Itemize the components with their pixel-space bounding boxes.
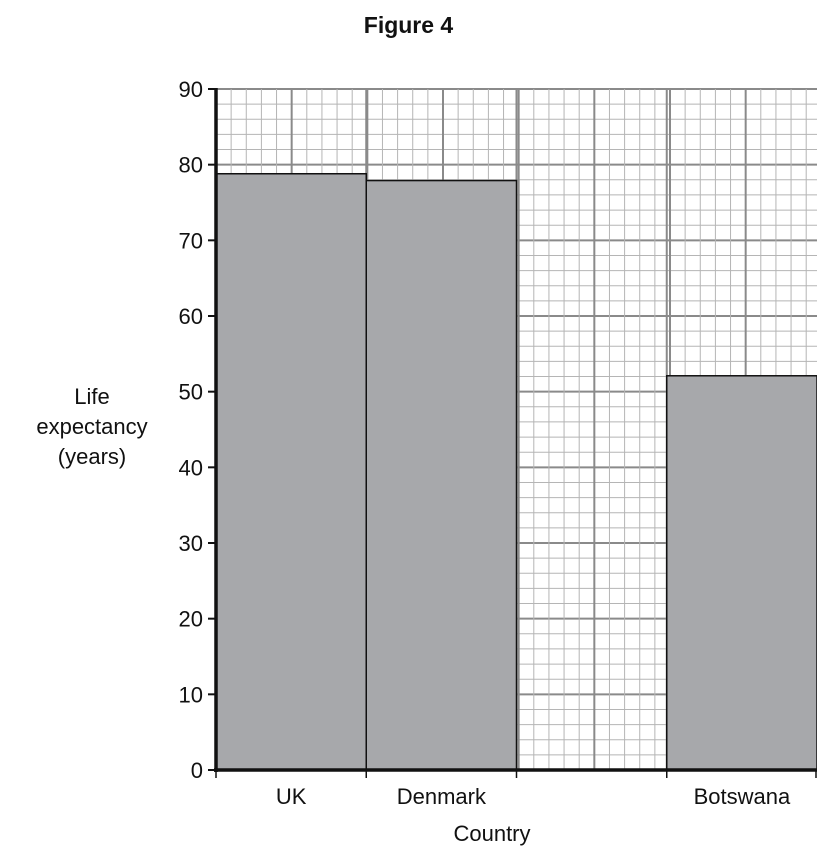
y-tick-label: 80 xyxy=(179,153,203,178)
x-tick-label: Botswana xyxy=(694,784,791,809)
y-tick-label: 60 xyxy=(179,304,203,329)
y-axis-title-line: (years) xyxy=(58,444,126,469)
bar-denmark xyxy=(365,179,518,771)
figure-title: Figure 4 xyxy=(363,12,454,38)
y-axis-title: Life expectancy (years) xyxy=(36,384,147,469)
y-tick-label: 70 xyxy=(179,228,203,253)
y-tick-label: 20 xyxy=(179,607,203,632)
bar-uk xyxy=(215,172,367,771)
chart-axes xyxy=(208,88,817,778)
y-tick-labels: 0 10 20 30 40 50 60 70 80 90 xyxy=(179,77,203,783)
y-tick-label: 10 xyxy=(179,682,203,707)
y-axis-title-line: expectancy xyxy=(36,414,147,439)
y-axis-title-line: Life xyxy=(74,384,109,409)
y-tick-label: 50 xyxy=(179,380,203,405)
y-tick-label: 30 xyxy=(179,531,203,556)
y-tick-label: 0 xyxy=(191,758,203,783)
y-tick-label: 90 xyxy=(179,77,203,102)
x-axis-title: Country xyxy=(453,821,530,846)
x-tick-label: Denmark xyxy=(397,784,487,809)
chart-bars xyxy=(215,172,817,771)
x-tick-labels: UK Denmark Botswana xyxy=(276,784,791,809)
bar-botswana xyxy=(666,375,817,771)
x-tick-label: UK xyxy=(276,784,307,809)
y-tick-label: 40 xyxy=(179,455,203,480)
